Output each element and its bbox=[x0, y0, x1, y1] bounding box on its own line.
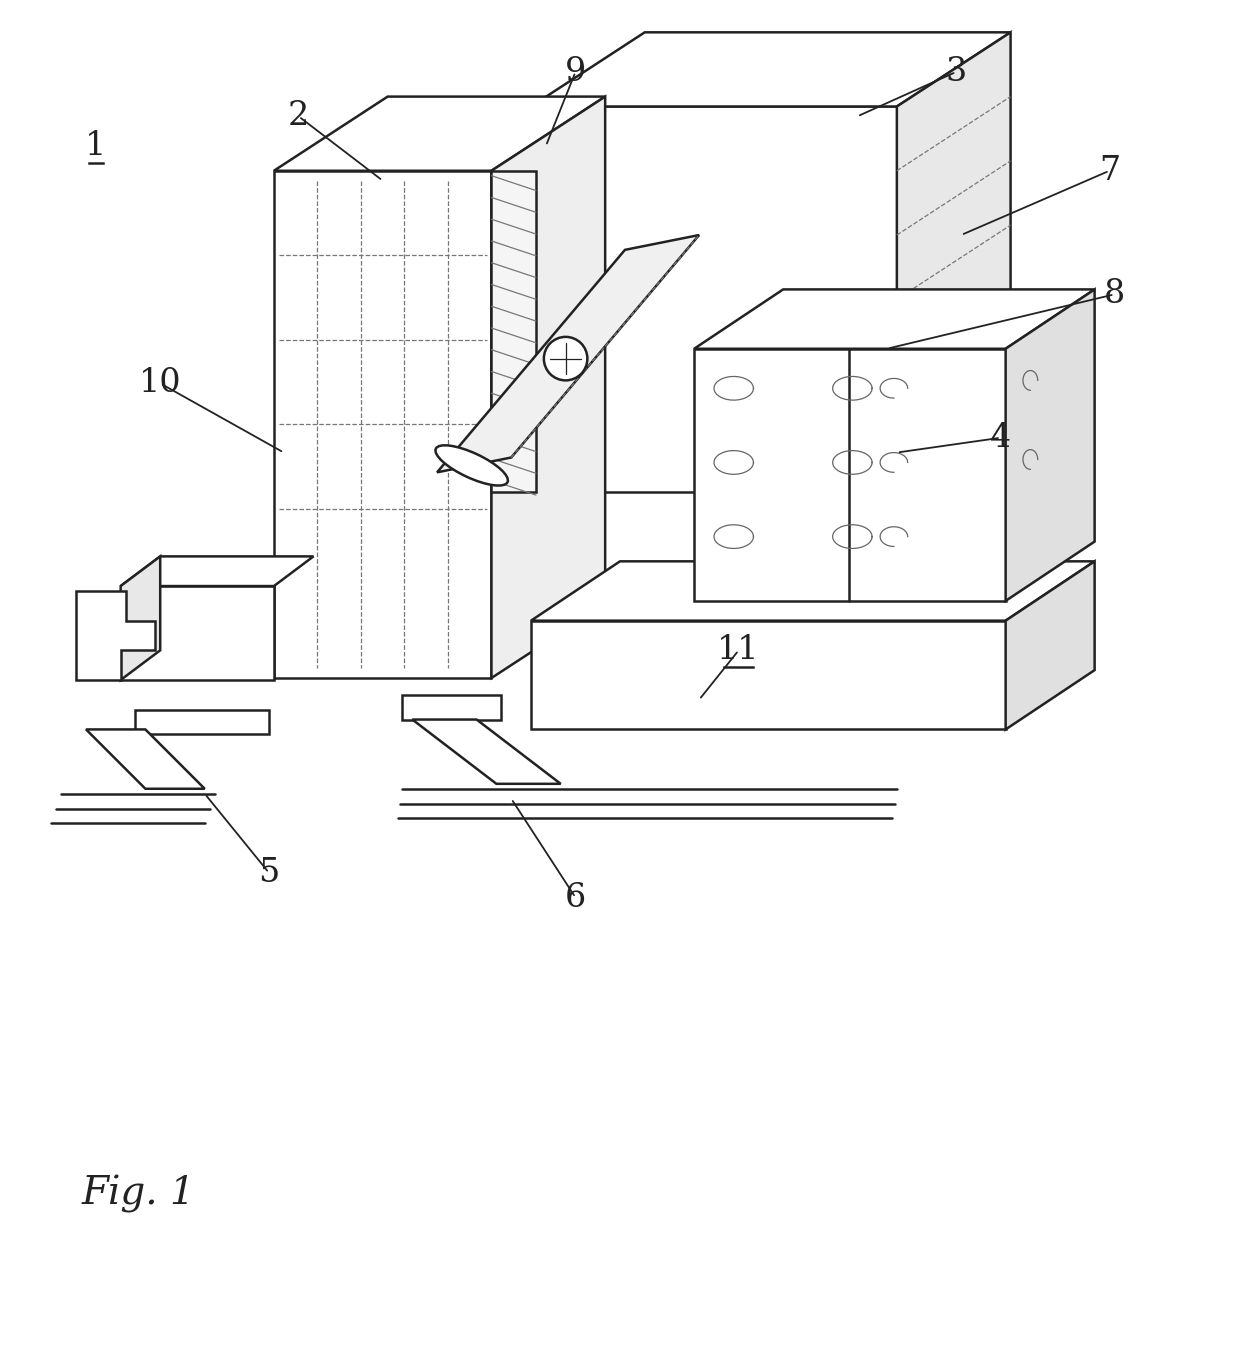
Polygon shape bbox=[76, 591, 155, 680]
Polygon shape bbox=[436, 235, 699, 473]
Polygon shape bbox=[86, 729, 205, 789]
Polygon shape bbox=[413, 720, 560, 784]
Text: 6: 6 bbox=[565, 881, 587, 914]
Polygon shape bbox=[120, 557, 314, 587]
Polygon shape bbox=[403, 695, 501, 720]
Text: 5: 5 bbox=[258, 857, 280, 888]
Polygon shape bbox=[694, 349, 1006, 600]
Text: 2: 2 bbox=[288, 100, 309, 132]
Polygon shape bbox=[274, 171, 491, 678]
Text: 11: 11 bbox=[718, 634, 760, 667]
Text: 3: 3 bbox=[946, 56, 967, 88]
Text: 10: 10 bbox=[139, 368, 181, 399]
Polygon shape bbox=[531, 621, 1006, 729]
Polygon shape bbox=[120, 587, 274, 680]
Text: 9: 9 bbox=[565, 56, 587, 88]
Polygon shape bbox=[897, 33, 1011, 492]
Polygon shape bbox=[1006, 561, 1095, 729]
Text: 4: 4 bbox=[990, 422, 1012, 454]
Polygon shape bbox=[135, 710, 269, 735]
Polygon shape bbox=[531, 33, 1011, 106]
Polygon shape bbox=[531, 106, 897, 492]
Polygon shape bbox=[694, 289, 1095, 349]
Polygon shape bbox=[531, 561, 1095, 621]
Ellipse shape bbox=[435, 445, 508, 486]
Polygon shape bbox=[491, 96, 605, 678]
Polygon shape bbox=[491, 171, 536, 492]
Circle shape bbox=[544, 337, 588, 380]
Text: 7: 7 bbox=[1099, 155, 1120, 187]
Text: Fig. 1: Fig. 1 bbox=[81, 1175, 195, 1213]
Text: 8: 8 bbox=[1104, 278, 1125, 311]
Polygon shape bbox=[1006, 289, 1095, 600]
Polygon shape bbox=[120, 557, 160, 680]
Text: 1: 1 bbox=[86, 130, 107, 162]
Polygon shape bbox=[274, 96, 605, 171]
